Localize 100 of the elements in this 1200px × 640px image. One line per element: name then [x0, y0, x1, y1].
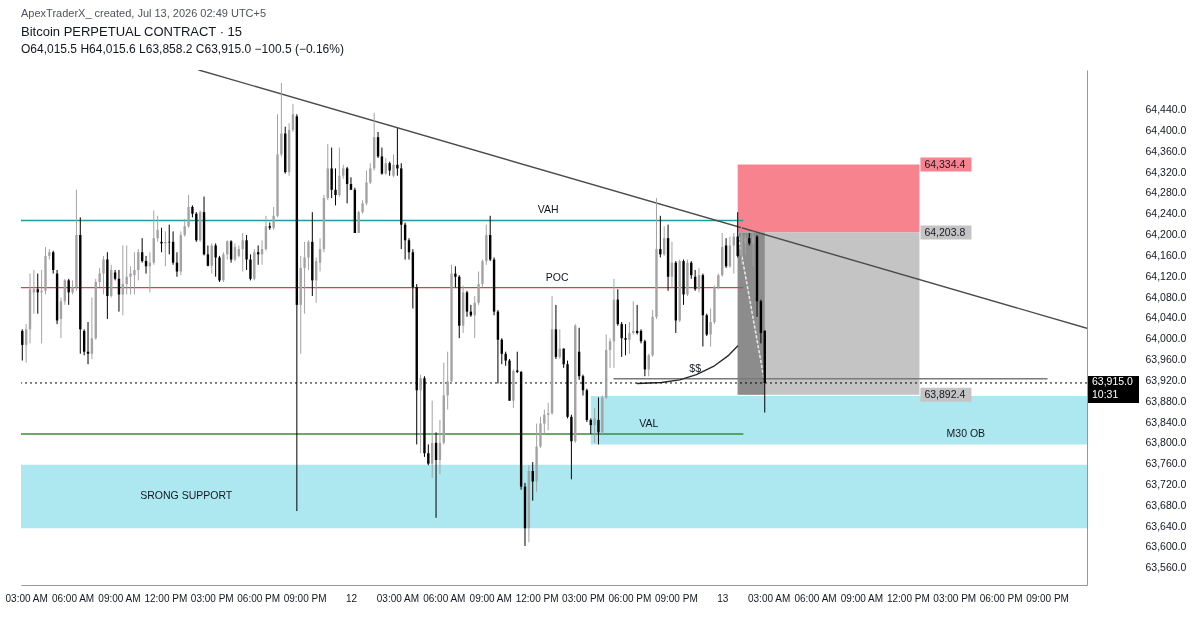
y-tick-label: 64,240.0	[1145, 207, 1187, 220]
annotation: 63,892.4	[924, 387, 966, 400]
y-tick-label: 63,880.0	[1145, 394, 1187, 407]
x-tick-label: 03:00 AM	[376, 592, 420, 604]
y-tick-label: 64,360.0	[1145, 144, 1187, 157]
candlestick	[543, 409, 546, 435]
x-tick-label: 12:00 PM	[886, 592, 930, 604]
x-tick-label: 09:00 PM	[1026, 592, 1069, 604]
y-tick-label: 64,120.0	[1145, 269, 1187, 282]
annotation: 64,334.4	[924, 157, 966, 170]
candlestick	[628, 321, 631, 355]
candlestick	[303, 241, 306, 315]
y-tick-label: 63,760.0	[1145, 457, 1187, 470]
candlestick	[659, 215, 662, 258]
candlestick	[481, 259, 484, 288]
y-tick-label: 64,440.0	[1145, 103, 1187, 116]
y-tick-label: 63,920.0	[1145, 373, 1187, 386]
y-tick-label: 63,720.0	[1145, 478, 1187, 490]
y-tick-label: 64,320.0	[1145, 165, 1187, 178]
annotation: VAL	[639, 416, 659, 429]
annotation: VAH	[537, 203, 559, 216]
candlestick	[369, 162, 372, 185]
x-tick-label: 12:00 PM	[144, 592, 188, 604]
candlestick	[744, 234, 747, 255]
x-tick-label: 03:00 AM	[5, 592, 48, 604]
x-tick-label: 09:00 AM	[840, 592, 884, 604]
x-tick-label: 03:00 PM	[562, 592, 605, 604]
candlestick	[597, 397, 600, 445]
candlestick	[392, 153, 395, 178]
y-tick-label: 63,640.0	[1145, 519, 1187, 532]
y-tick-label: 64,400.0	[1145, 123, 1187, 136]
x-tick-label: 06:00 PM	[237, 592, 281, 604]
y-tick-label: 64,080.0	[1145, 290, 1187, 303]
candlestick	[156, 215, 159, 243]
ref-line-label: 63,915.0 10:31	[1092, 375, 1134, 401]
y-tick-label: 63,960.0	[1145, 353, 1187, 366]
y-tick-label: 64,280.0	[1145, 186, 1187, 199]
x-tick-label: 03:00 PM	[933, 592, 977, 604]
candlestick	[419, 374, 422, 454]
candlestick	[307, 239, 310, 271]
candlestick	[187, 194, 190, 229]
candlestick	[272, 206, 275, 231]
y-tick-label: 63,680.0	[1145, 498, 1187, 511]
y-tick-label: 63,840.0	[1145, 415, 1187, 428]
annotation: $$	[689, 361, 702, 374]
candlestick	[102, 255, 105, 295]
annotation: 64,203.8	[924, 225, 966, 238]
y-tick-label: 64,000.0	[1145, 332, 1187, 345]
line-series	[636, 345, 739, 385]
x-tick-label: 06:00 PM	[979, 592, 1023, 604]
candlestick	[709, 307, 712, 348]
x-tick-label: 09:00 PM	[283, 592, 327, 604]
candlestick	[516, 351, 519, 374]
candlestick	[125, 244, 128, 295]
candlestick	[736, 211, 739, 258]
y-tick-label: 63,800.0	[1145, 436, 1187, 449]
x-tick-label: 03:00 AM	[747, 592, 791, 604]
chart-subtitle: O64,015.5 H64,015.6 L63,858.2 C63,915.0 −100.5 (−0.16%)	[21, 42, 344, 56]
candlestick	[477, 271, 480, 306]
candlestick	[624, 323, 627, 356]
candlestick	[214, 242, 217, 278]
band-label: SRONG SUPPORT	[140, 489, 233, 502]
candlestick	[98, 267, 101, 288]
candlestick	[245, 234, 248, 271]
y-tick-label: 63,600.0	[1145, 540, 1187, 553]
x-tick-label: 09:00 PM	[654, 592, 698, 604]
candlestick	[593, 407, 596, 444]
candlestick	[249, 253, 252, 281]
x-tick-label: 06:00 AM	[423, 592, 466, 604]
text: ApexTraderX_ created, Jul 13, 2026 02:49 UTC+5	[21, 7, 267, 19]
y-tick-label: 64,200.0	[1145, 228, 1187, 241]
x-tick-label: 09:00 AM	[98, 592, 141, 604]
candlestick	[396, 127, 399, 177]
candlestick	[218, 255, 221, 283]
annotation: POC	[545, 270, 570, 283]
y-tick-label: 64,160.0	[1145, 248, 1187, 261]
candlestick	[539, 416, 542, 449]
y-tick-label: 63,560.0	[1145, 561, 1187, 574]
x-tick-label: 03:00 PM	[190, 592, 234, 604]
candlestick	[129, 265, 132, 295]
annotation: M30 OB	[946, 427, 986, 440]
x-tick-label: 06:00 AM	[794, 592, 837, 604]
y-tick-label: 64,040.0	[1145, 311, 1187, 324]
candlestick	[547, 402, 550, 431]
candlestick	[330, 147, 333, 199]
candlestick	[365, 170, 368, 206]
candlestick	[338, 147, 341, 198]
candlestick	[334, 167, 337, 206]
chart-title: Bitcoin PERPETUAL CONTRACT · 15	[21, 24, 243, 39]
candlestick	[620, 321, 623, 358]
candlestick	[280, 82, 283, 157]
candlestick	[67, 278, 70, 306]
candlestick	[427, 443, 430, 466]
x-tick-label: 13	[717, 592, 729, 604]
x-tick-label: 12	[345, 592, 358, 604]
candlestick	[454, 265, 457, 288]
x-tick-label: 06:00 PM	[608, 592, 652, 604]
candlestick	[740, 222, 743, 266]
candlestick	[446, 351, 449, 411]
x-tick-label: 09:00 AM	[469, 592, 512, 604]
